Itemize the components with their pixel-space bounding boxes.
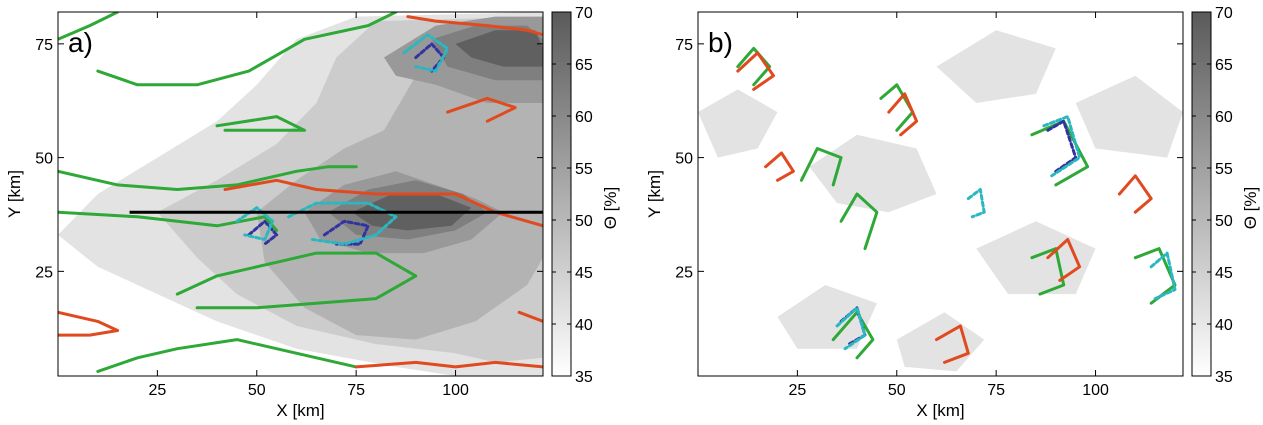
- x-tick-label: 50: [248, 382, 266, 399]
- colorbar-tick-label: 55: [1215, 161, 1233, 178]
- y-tick-label: 25: [675, 264, 693, 281]
- solid-contour: [1030, 247, 1066, 296]
- y-tick-label: 75: [35, 37, 53, 54]
- colorbar-tick-label: 65: [575, 57, 593, 74]
- colorbar-tick-label: 50: [575, 213, 593, 230]
- x-tick-label: 25: [788, 382, 806, 399]
- colorbar-label: Θ [%]: [1241, 187, 1260, 230]
- plot-frame: [57, 11, 544, 377]
- colorbar-tick-label: 40: [1215, 317, 1233, 334]
- colorbar-tick-label: 35: [575, 369, 593, 386]
- dashed-contour: [402, 33, 450, 73]
- solid-contour: [446, 96, 517, 123]
- x-tick-label: 75: [347, 382, 365, 399]
- colorbar: [551, 11, 572, 377]
- solid-contour: [96, 12, 398, 87]
- theta-region-45: [777, 285, 877, 349]
- dashed-contour: [966, 188, 986, 219]
- solid-contour: [764, 151, 795, 182]
- dashed-contour: [1149, 251, 1177, 301]
- x-tick-label: 100: [442, 382, 469, 399]
- colorbar-tick-label: 45: [1215, 265, 1233, 282]
- theta-region-70: [455, 30, 543, 67]
- solid-contour: [879, 83, 915, 132]
- colorbar-tick-label: 50: [1215, 213, 1233, 230]
- colorbar-tick-label: 40: [575, 317, 593, 334]
- solid-contour: [96, 338, 358, 373]
- y-axis-label: Y [km]: [645, 170, 664, 218]
- theta-region-45: [936, 30, 1056, 104]
- theta-region-45: [1075, 75, 1183, 158]
- x-tick-label: 75: [987, 382, 1005, 399]
- plot-area: [698, 30, 1183, 372]
- colorbar: [1191, 11, 1212, 377]
- y-tick-label: 50: [35, 151, 53, 168]
- solid-contour: [175, 251, 418, 310]
- solid-contour: [887, 92, 919, 137]
- solid-contour: [1046, 238, 1082, 282]
- panel-b: 25 50 75 100 25 50 75 X [km] Y [km] b) 35 40 45 50 55 6…: [645, 5, 1260, 420]
- theta-region-45: [698, 89, 778, 158]
- y-axis-label: Y [km]: [5, 170, 24, 218]
- x-axis-label: X [km]: [276, 401, 324, 420]
- plot-area: [58, 12, 543, 376]
- x-tick-label: 100: [1082, 382, 1109, 399]
- dashed-contour: [1046, 119, 1078, 173]
- panel-label: a): [68, 27, 93, 58]
- solid-contour: [935, 324, 970, 364]
- solid-contour: [839, 192, 879, 251]
- solid-contour: [831, 310, 875, 360]
- solid-contour: [736, 51, 775, 91]
- colorbar-tick-label: 55: [575, 161, 593, 178]
- y-tick-label: 75: [675, 37, 693, 54]
- dashed-contour: [287, 201, 398, 246]
- x-tick-label: 25: [148, 382, 166, 399]
- theta-region-45: [809, 134, 937, 213]
- colorbar-tick-label: 70: [1215, 5, 1233, 22]
- dashed-contour: [835, 306, 867, 351]
- solid-contour: [58, 310, 120, 337]
- x-tick-label: 50: [888, 382, 906, 399]
- y-tick-label: 25: [35, 264, 53, 281]
- panel-a: 25 50 75 100 25 50 75 X [km] Y [km] a) 35 40 45 50 55 6…: [5, 5, 620, 420]
- colorbar-tick-label: 35: [1215, 369, 1233, 386]
- x-axis-label: X [km]: [916, 401, 964, 420]
- dashed-contour: [322, 219, 370, 246]
- solid-contour: [354, 360, 543, 369]
- colorbar-tick-label: 45: [575, 265, 593, 282]
- solid-contour: [517, 310, 543, 323]
- colorbar-tick-label: 60: [1215, 109, 1233, 126]
- solid-contour: [1117, 174, 1153, 214]
- colorbar-label: Θ [%]: [601, 187, 620, 230]
- solid-contour: [406, 15, 543, 37]
- dashed-contour: [1042, 115, 1082, 178]
- y-tick-label: 50: [675, 151, 693, 168]
- colorbar-tick-label: 70: [575, 5, 593, 22]
- solid-contour: [58, 165, 358, 191]
- solid-contour: [799, 147, 843, 187]
- solid-contour: [58, 210, 279, 232]
- panel-label: b): [708, 27, 733, 58]
- solid-contour: [215, 115, 306, 132]
- plot-frame: [697, 11, 1184, 377]
- colorbar-tick-label: 65: [1215, 57, 1233, 74]
- colorbar-tick-label: 60: [575, 109, 593, 126]
- solid-contour: [58, 12, 120, 41]
